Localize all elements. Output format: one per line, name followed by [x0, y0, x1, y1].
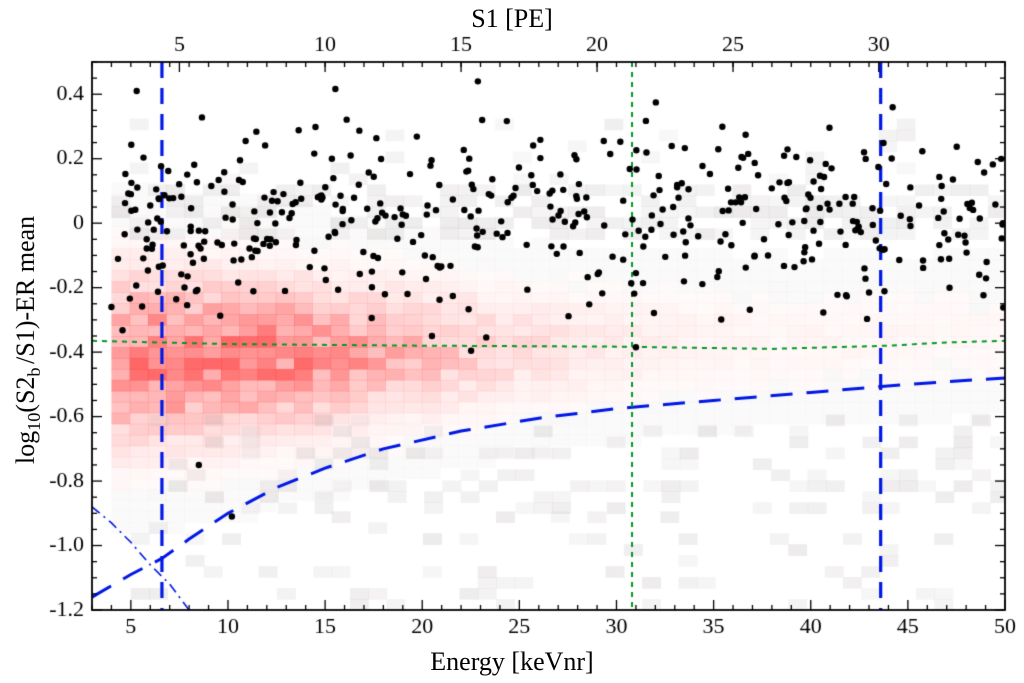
- x-axis-top-label: S1 [PE]: [0, 4, 1024, 34]
- x-axis-bottom-label: Energy [keVnr]: [0, 647, 1024, 677]
- y-axis-label: log10(S2b /S1)-ER mean: [11, 216, 45, 464]
